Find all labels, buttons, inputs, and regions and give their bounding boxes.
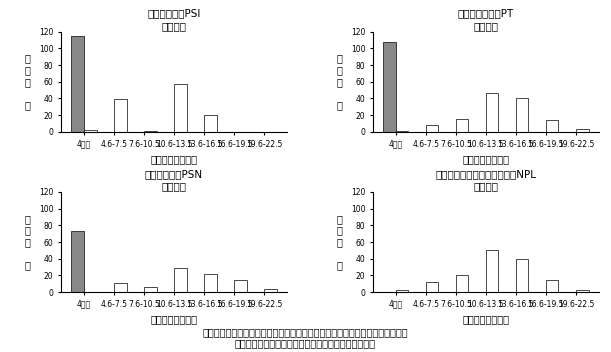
Bar — [456, 276, 469, 292]
Text: 図２　切り取り葉での輪斑病菌近縁種による輪斑病病斑形成及び拡大抑制効果
　　　黒棒：輪斑病近縁種処理葉　　白棒：無処理葉: 図２ 切り取り葉での輪斑病菌近縁種による輪斑病病斑形成及び拡大抑制効果 黒棒：輪… — [203, 327, 408, 348]
Y-axis label: 病
斑
数

個: 病 斑 数 個 — [337, 214, 343, 270]
X-axis label: 病　斑　長　ｍｍ: 病 斑 長 ｍｍ — [150, 154, 197, 164]
Bar — [486, 250, 499, 292]
Bar — [456, 119, 469, 132]
X-axis label: 病　斑　長　ｍｍ: 病 斑 長 ｍｍ — [150, 314, 197, 324]
Bar — [546, 120, 558, 132]
Bar — [174, 268, 187, 292]
Bar — [264, 289, 277, 292]
Bar — [114, 99, 126, 132]
Bar — [144, 287, 156, 292]
Bar — [144, 131, 156, 132]
Bar — [396, 131, 408, 132]
Bar — [204, 274, 217, 292]
Y-axis label: 病
斑
数

個: 病 斑 数 個 — [337, 54, 343, 110]
Bar — [204, 115, 217, 132]
Bar — [546, 281, 558, 292]
X-axis label: 病　斑　長　ｍｍ: 病 斑 長 ｍｍ — [463, 154, 510, 164]
Y-axis label: 病
斑
数

個: 病 斑 数 個 — [25, 54, 31, 110]
Bar — [516, 259, 529, 292]
Bar — [234, 281, 247, 292]
Bar — [383, 42, 396, 132]
Y-axis label: 病
斑
数

個: 病 斑 数 個 — [25, 214, 31, 270]
Bar — [576, 290, 588, 292]
Bar — [486, 94, 499, 132]
Title: 腐生性近縁種PSI
齢口処理: 腐生性近縁種PSI 齢口処理 — [147, 8, 201, 31]
Bar — [71, 36, 84, 132]
Bar — [426, 125, 438, 132]
Bar — [576, 129, 588, 132]
Bar — [516, 99, 529, 132]
Bar — [174, 84, 187, 132]
Bar — [426, 282, 438, 292]
Title: 輪斑病強毒種の非病原性系統NPL
傷口処理: 輪斑病強毒種の非病原性系統NPL 傷口処理 — [435, 169, 536, 191]
Bar — [114, 283, 126, 292]
Bar — [396, 290, 408, 292]
Bar — [71, 231, 84, 292]
Title: 腐生性近縁種PSN
齢口処理: 腐生性近縁種PSN 齢口処理 — [145, 169, 203, 191]
Bar — [84, 130, 97, 132]
Title: 輪斑病菌弱毒種PT
傷口処理: 輪斑病菌弱毒種PT 傷口処理 — [458, 8, 514, 31]
X-axis label: 病　斑　長　ｍｍ: 病 斑 長 ｍｍ — [463, 314, 510, 324]
